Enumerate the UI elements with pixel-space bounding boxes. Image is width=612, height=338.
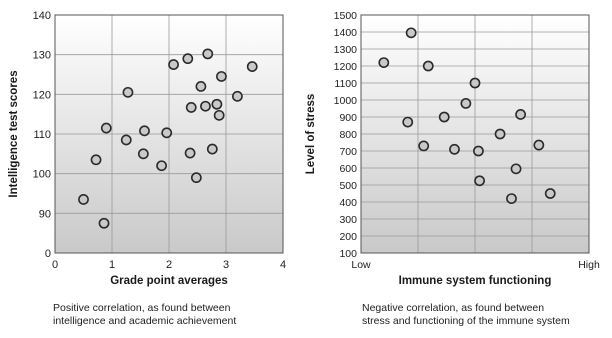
left-data-point [246, 61, 258, 72]
left-y-tick-label: 90 [39, 208, 51, 220]
right-y-tick-label: 1500 [334, 10, 358, 22]
left-data-point [120, 134, 132, 146]
left-data-point [216, 71, 227, 82]
left-data-point [161, 127, 173, 139]
right-x-axis-label: Immune system functioning [399, 275, 552, 287]
right-y-tick-label: 1400 [334, 27, 358, 39]
left-data-point [206, 143, 218, 155]
right-x-tick-label: High [578, 259, 600, 271]
right-y-tick-label: 1200 [334, 61, 358, 73]
left-caption-line-2: intelligence and academic achievement [53, 315, 237, 327]
right-y-axis-label: Level of stress [305, 94, 317, 175]
right-data-point [418, 140, 430, 152]
left-y-axis-label: Intelligence test scores [8, 70, 20, 197]
right-data-point [544, 188, 556, 199]
right-data-point [460, 98, 472, 109]
left-data-point [122, 86, 134, 98]
right-data-point [474, 175, 485, 187]
right-y-tick-label: 300 [339, 214, 357, 226]
right-y-tick-label: 600 [339, 163, 357, 175]
right-y-tick-label: 500 [339, 180, 357, 192]
right-y-tick-label: 1000 [334, 95, 358, 107]
right-y-tick-label: 100 [339, 248, 357, 260]
right-y-tick-label: 400 [339, 197, 357, 209]
left-x-tick-label: 3 [223, 259, 229, 271]
right-data-point [533, 139, 545, 151]
left-data-point [195, 81, 207, 92]
left-data-point [231, 90, 243, 102]
right-data-point [515, 109, 526, 120]
right-y-tick-label: 900 [339, 112, 357, 124]
left-data-point [190, 172, 202, 184]
right-data-point [405, 27, 417, 39]
right-caption-line-2: stress and functioning of the immune sys… [362, 315, 570, 327]
left-data-point [139, 125, 150, 137]
right-y-tick-label: 1300 [334, 44, 358, 56]
right-data-point [510, 163, 522, 175]
left-y-tick-label: 0 [45, 248, 51, 260]
left-y-tick-label: 140 [33, 10, 51, 22]
left-x-tick-label: 4 [280, 259, 286, 271]
right-caption-line-1: Negative correlation, as found between [362, 302, 545, 314]
right-plot-frame [360, 14, 590, 254]
left-data-point [184, 147, 196, 159]
left-x-tick-label: 1 [109, 259, 115, 271]
right-y-tick-label: 200 [339, 231, 357, 243]
left-data-point [137, 148, 149, 160]
left-chart-caption: Positive correlation, as found between i… [53, 302, 236, 328]
left-x-tick-label: 2 [166, 259, 172, 271]
left-data-point [78, 194, 89, 205]
left-data-point [98, 217, 110, 229]
left-data-point [200, 100, 211, 112]
right-data-point [469, 77, 481, 89]
left-data-point [185, 102, 197, 113]
left-data-point [168, 59, 179, 70]
left-data-point [90, 154, 102, 166]
left-data-point [182, 53, 194, 65]
right-y-tick-label: 700 [339, 146, 357, 158]
right-data-point [402, 116, 414, 128]
left-data-point [202, 48, 214, 60]
right-y-tick-label: 800 [339, 129, 357, 141]
right-data-point [506, 193, 517, 204]
right-data-point [449, 143, 460, 155]
right-data-point [494, 128, 506, 140]
left-caption-line-1: Positive correlation, as found between [53, 302, 231, 314]
right-data-point [473, 145, 484, 157]
right-x-tick-label: Low [351, 259, 371, 271]
left-plot-frame [54, 14, 284, 254]
left-scatter-chart: 0 90 100 110 120 130 140 0 1 2 3 4 Grade point avera… [8, 10, 286, 287]
right-data-point [378, 57, 390, 68]
left-y-tick-label: 100 [33, 169, 51, 181]
left-data-point [213, 109, 225, 121]
left-y-tick-label: 130 [33, 50, 51, 62]
left-y-tick-label: 120 [33, 89, 51, 101]
left-y-tick-label: 110 [33, 129, 51, 141]
right-y-tick-label: 1100 [334, 78, 357, 90]
left-x-axis-label: Grade point averages [110, 275, 228, 287]
right-data-point [438, 111, 450, 123]
left-x-tick-label: 0 [52, 259, 58, 271]
right-data-point [422, 60, 434, 72]
right-chart-caption: Negative correlation, as found between s… [362, 302, 570, 328]
left-data-point [100, 122, 112, 134]
left-data-point [211, 98, 223, 110]
left-data-point [156, 160, 167, 172]
